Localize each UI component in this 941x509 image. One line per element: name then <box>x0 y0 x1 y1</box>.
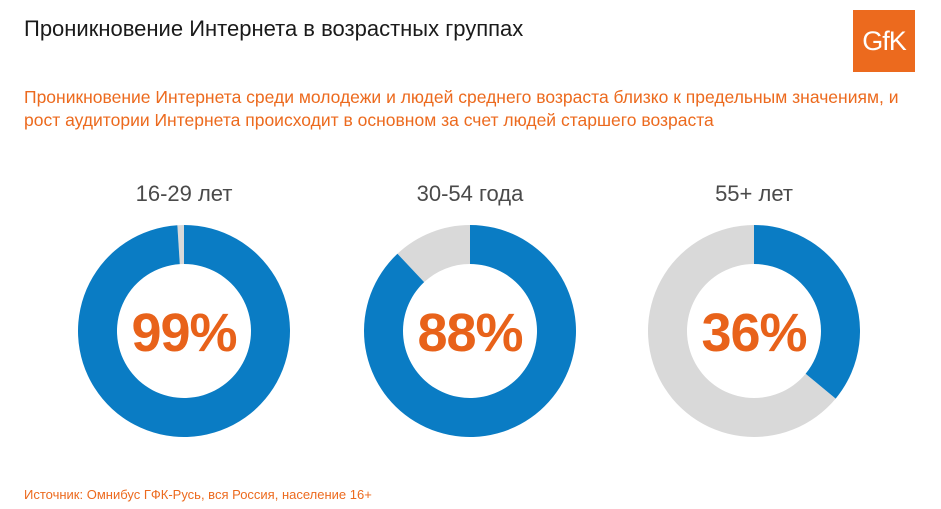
percent-label: 99% <box>131 303 237 363</box>
donut-charts: 16-29 лет 99% 30-54 года 88% 55+ лет 36% <box>0 175 941 445</box>
age-group-label: 16-29 лет <box>135 181 233 206</box>
source-note: Источник: Омнибус ГФК-Русь, вся Россия, … <box>24 487 372 502</box>
donut-value-segment <box>78 225 290 437</box>
age-group-label: 55+ лет <box>715 181 793 206</box>
donut-remainder-segment <box>648 225 836 437</box>
donut-16-29 <box>78 225 290 437</box>
donut-value-segment <box>364 225 576 437</box>
donut-55-plus <box>648 225 860 437</box>
percent-label: 88% <box>417 303 523 363</box>
age-group-label: 30-54 года <box>416 181 524 206</box>
donut-remainder-segment <box>177 225 184 265</box>
donut-30-54 <box>364 225 576 437</box>
chart-group-16-29: 16-29 лет 99% <box>64 175 304 445</box>
logo-text: GfK <box>862 25 907 56</box>
donut-value-segment <box>754 225 860 399</box>
donut-remainder-segment <box>397 225 470 283</box>
gfk-logo: GfK <box>853 10 915 72</box>
chart-group-30-54: 30-54 года 88% <box>350 175 590 445</box>
subtitle: Проникновение Интернета среди молодежи и… <box>24 87 899 130</box>
page-title: Проникновение Интернета в возрастных гру… <box>24 16 524 41</box>
chart-group-55-plus: 55+ лет 36% <box>634 175 874 445</box>
percent-label: 36% <box>701 303 807 363</box>
